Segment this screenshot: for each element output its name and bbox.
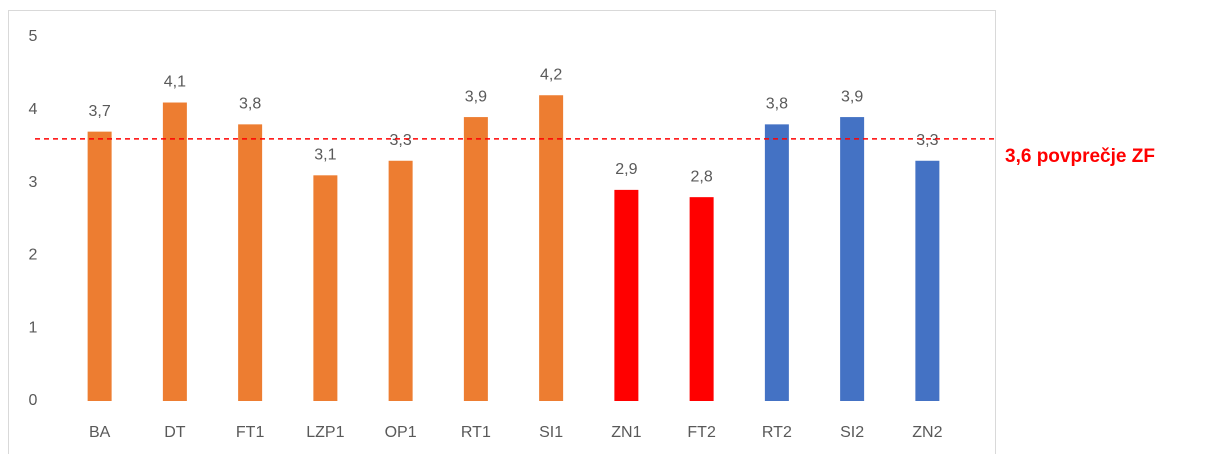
value-label: 3,3 xyxy=(916,132,938,149)
value-label: 4,1 xyxy=(164,74,186,91)
value-label: 2,9 xyxy=(615,161,637,178)
bar xyxy=(87,131,112,401)
bar xyxy=(915,160,940,401)
x-tick-label: ZN1 xyxy=(611,424,641,441)
x-tick-label: DT xyxy=(164,424,186,441)
value-label: 3,8 xyxy=(766,96,788,113)
value-label: 3,9 xyxy=(465,88,487,105)
value-label: 4,2 xyxy=(540,66,562,83)
bar xyxy=(162,102,187,402)
value-label: 3,7 xyxy=(89,103,111,120)
x-tick-label: SI1 xyxy=(539,424,563,441)
value-label: 3,8 xyxy=(239,96,261,113)
bar xyxy=(614,189,639,401)
x-tick-label: BA xyxy=(89,424,111,441)
x-tick-label: SI2 xyxy=(840,424,864,441)
x-tick-label: OP1 xyxy=(385,424,417,441)
x-tick-label: RT2 xyxy=(762,424,792,441)
bar xyxy=(539,95,564,402)
x-tick-label: FT2 xyxy=(687,424,716,441)
bar xyxy=(463,117,488,401)
y-tick-label: 1 xyxy=(29,319,38,336)
x-tick-label: LZP1 xyxy=(306,424,344,441)
y-tick-label: 2 xyxy=(29,247,38,264)
y-tick-label: 4 xyxy=(29,101,38,118)
x-tick-label: FT1 xyxy=(236,424,265,441)
bar xyxy=(388,160,413,401)
value-label: 3,3 xyxy=(390,132,412,149)
value-label: 3,1 xyxy=(314,147,336,164)
bar xyxy=(313,175,338,401)
chart-border xyxy=(8,10,996,454)
x-tick-label: RT1 xyxy=(461,424,491,441)
y-tick-label: 0 xyxy=(29,392,38,409)
bar xyxy=(840,117,865,401)
bar xyxy=(689,197,714,401)
value-label: 3,9 xyxy=(841,88,863,105)
value-label: 2,8 xyxy=(691,168,713,185)
bar xyxy=(764,124,789,402)
x-tick-label: ZN2 xyxy=(912,424,942,441)
y-tick-label: 3 xyxy=(29,174,38,191)
reference-label: 3,6 povprečje ZF xyxy=(1005,146,1155,167)
bar xyxy=(238,124,263,402)
y-tick-label: 5 xyxy=(29,28,38,45)
